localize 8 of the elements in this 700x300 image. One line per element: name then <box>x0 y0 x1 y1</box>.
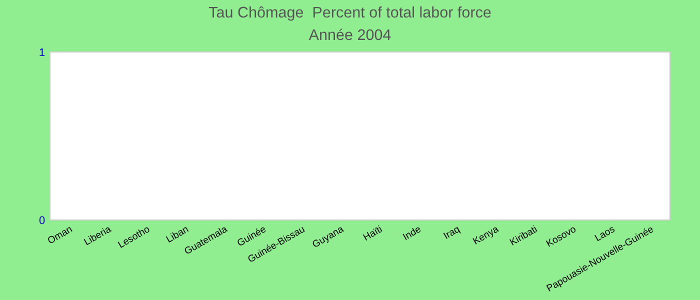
x-tick-label: Iraq <box>443 225 461 241</box>
x-tick-label: Haïti <box>362 225 382 241</box>
y-tick-label: 0 <box>39 216 45 224</box>
y-tick-label: 1 <box>40 48 45 56</box>
chart-title: Tau Chômage Percent of total labor force <box>208 6 491 21</box>
x-tick-label: Oman <box>46 225 72 244</box>
chart-subtitle: Année 2004 <box>308 28 391 40</box>
x-tick-label: Inde <box>402 225 422 240</box>
